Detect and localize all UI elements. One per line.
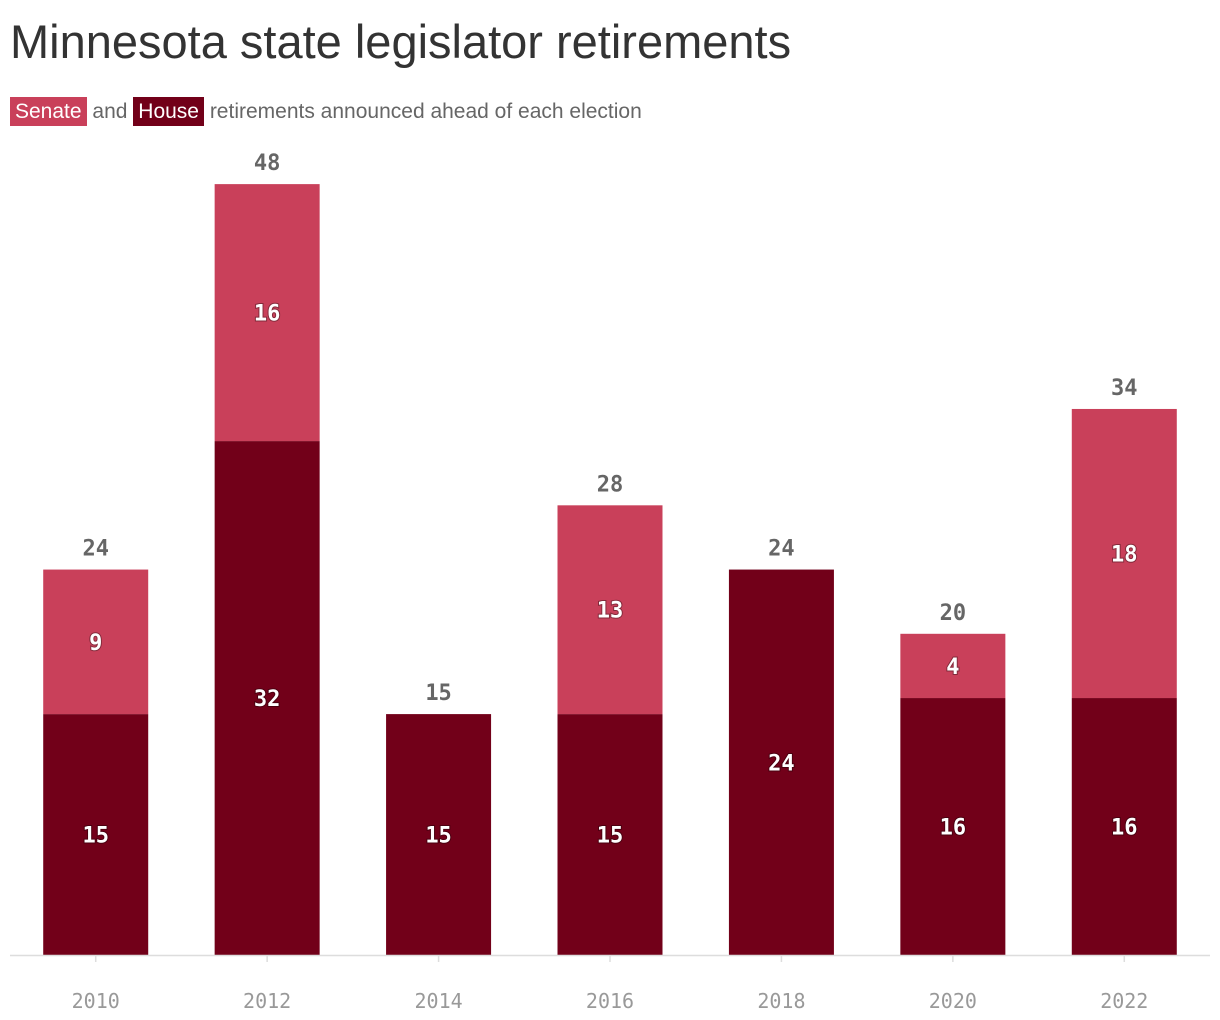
total-label-2022: 34	[1111, 376, 1138, 401]
x-tick-label-2014: 2014	[414, 989, 462, 1013]
bar-senate-2010	[43, 569, 149, 715]
bar-house-2010	[43, 714, 149, 955]
x-ticks-group: 2010 2012 2014 2016 2018 2020 2022	[72, 955, 1148, 1013]
bar-senate-2022	[1071, 408, 1177, 699]
x-tick-label-2018: 2018	[757, 989, 805, 1013]
total-label-2016: 28	[597, 472, 624, 497]
x-tick-label-2016: 2016	[586, 989, 634, 1013]
bar-label-house-2012: 32	[254, 687, 281, 712]
chart-title: Minnesota state legislator retirements	[10, 15, 792, 68]
total-label-2014: 15	[425, 681, 452, 706]
total-label-2012: 48	[254, 151, 281, 176]
legend-senate-chip: Senate	[10, 97, 87, 126]
bar-senate-2020	[900, 633, 1006, 699]
bar-label-house-2018: 24	[768, 751, 795, 776]
subtitle-and-text: and	[86, 100, 134, 123]
subtitle-rest-text: retirements announced ahead of each elec…	[203, 100, 642, 123]
bars-group	[43, 184, 1177, 956]
x-tick-label-2020: 2020	[929, 989, 977, 1013]
legend-house-chip: House	[133, 97, 204, 126]
bar-label-house-2010: 15	[82, 824, 109, 849]
bar-label-senate-2010: 9	[89, 631, 102, 656]
bar-label-senate-2020: 4	[946, 655, 959, 680]
chart-subtitle: Senate and House retirements announced a…	[10, 97, 642, 127]
bar-house-2016	[557, 714, 663, 955]
total-label-2018: 24	[768, 537, 795, 562]
bar-label-senate-2012: 16	[254, 302, 281, 327]
bar-label-senate-2022: 18	[1111, 543, 1138, 568]
bar-senate-2016	[557, 505, 663, 715]
total-label-2010: 24	[82, 537, 109, 562]
bar-label-senate-2016: 13	[597, 599, 624, 624]
bar-house-2020	[900, 698, 1006, 955]
bar-house-2012	[214, 441, 320, 956]
bar-label-house-2016: 15	[597, 824, 624, 849]
bar-label-house-2020: 16	[940, 816, 967, 841]
bar-label-house-2022: 16	[1111, 816, 1138, 841]
x-tick-label-2022: 2022	[1100, 989, 1148, 1013]
bar-house-2022	[1071, 698, 1177, 955]
x-tick-label-2012: 2012	[243, 989, 291, 1013]
total-label-2020: 20	[940, 601, 967, 626]
bar-house-2018	[728, 569, 834, 955]
bar-house-2014	[386, 714, 492, 955]
labels-group: 15 9 24 32 16 48 15 15 15 13 28 24 24 16 4 20 16 18 34	[81, 151, 1138, 849]
x-tick-label-2010: 2010	[72, 989, 120, 1013]
bar-label-house-2014: 15	[425, 824, 452, 849]
bar-senate-2012	[214, 184, 320, 442]
